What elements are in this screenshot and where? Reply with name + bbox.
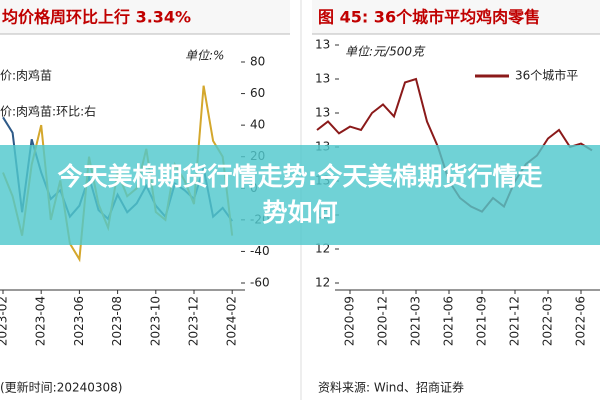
unit: 单位:%	[185, 49, 224, 63]
y-tick-label: 13	[315, 72, 330, 86]
legend-label: 36个城市平	[515, 68, 578, 83]
y-tick-label: 12	[315, 242, 330, 256]
title-bar	[0, 0, 290, 34]
x-tick-label: 2023-02	[0, 296, 10, 346]
x-tick-label: 2020-09	[343, 296, 357, 346]
x-tick-label: 2021-09	[475, 296, 489, 346]
legend-label: 价:肉鸡苗	[0, 68, 52, 83]
x-tick-label: 2023-04	[34, 296, 48, 346]
x-tick-label: 2021-12	[508, 296, 522, 346]
banner: 今天美棉期货行情走势:今天美棉期货行情走势如何	[0, 145, 600, 245]
y-tick-label: 12	[315, 276, 330, 290]
x-tick-label: 2021-06	[442, 296, 456, 346]
x-tick-label: 2021-03	[409, 296, 423, 346]
chart-title: 图 45: 36个城市平均鸡肉零售	[318, 8, 540, 27]
x-tick-label: 2024-02	[225, 296, 239, 346]
y2-tick-label: 40	[250, 118, 265, 132]
chart-title: 均价格周环比上行 3.34%	[2, 8, 191, 27]
banner-text: 今天美棉期货行情走势:今天美棉期货行情走势如何	[57, 162, 543, 227]
y2-tick-label: 80	[250, 55, 265, 69]
unit: 单位:元/500克	[345, 45, 426, 59]
source: (更新时间:20240308)	[0, 380, 123, 395]
title-bar	[312, 0, 600, 34]
y-tick-label: 13	[315, 38, 330, 52]
y-tick-label: 13	[315, 106, 330, 120]
y2-tick-label: -60	[250, 276, 270, 290]
x-tick-label: 2023-08	[110, 296, 124, 346]
legend-label: 价:肉鸡苗:环比:右	[0, 104, 96, 119]
x-tick-label: 2023-12	[187, 296, 201, 346]
x-tick-label: 2022-06	[574, 296, 588, 346]
y2-tick-label: -40	[250, 244, 270, 258]
x-tick-label: 2023-10	[148, 296, 162, 346]
x-tick-label: 2022-03	[541, 296, 555, 346]
x-tick-label: 2020-12	[376, 296, 390, 346]
y2-tick-label: 60	[250, 86, 265, 100]
x-tick-label: 2023-06	[72, 296, 86, 346]
source: 资料来源: Wind、招商证券	[318, 380, 464, 395]
